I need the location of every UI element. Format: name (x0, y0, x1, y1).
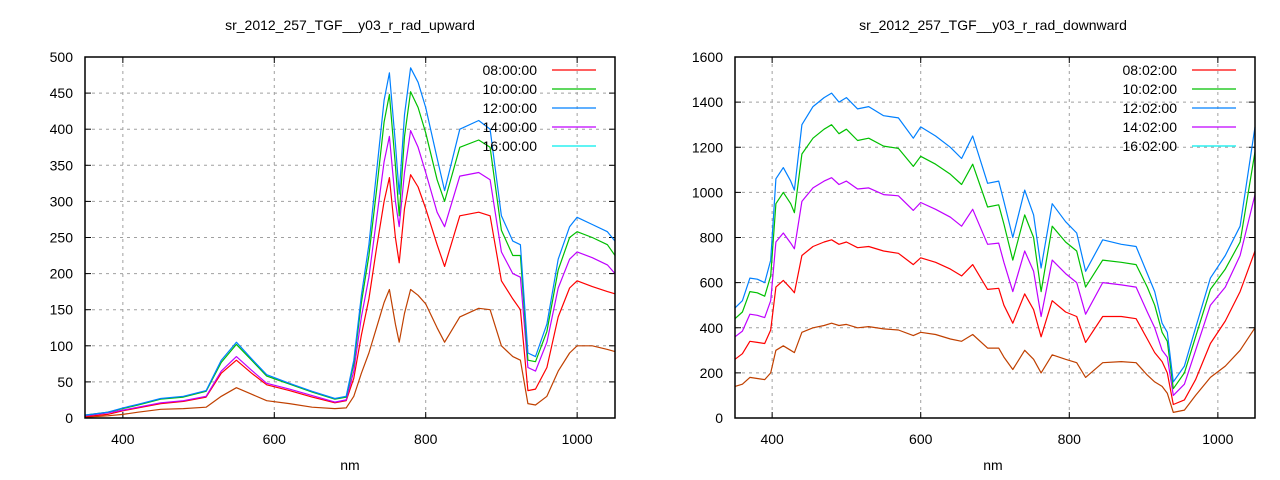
x-axis-label: nm (983, 457, 1002, 473)
y-tick-label: 50 (57, 374, 73, 390)
series-line-14:02:00 (734, 177, 1256, 396)
x-tick-label: 400 (111, 431, 135, 447)
series-line-10:00:00 (84, 91, 616, 416)
legend-label: 12:02:00 (1123, 100, 1178, 116)
y-tick-label: 250 (50, 230, 74, 246)
legend-label: 14:02:00 (1123, 119, 1178, 135)
x-tick-label: 1000 (562, 431, 593, 447)
legend-label: 08:02:00 (1123, 62, 1178, 78)
y-tick-label: 200 (700, 365, 724, 381)
series-line-08:00:00 (84, 174, 616, 418)
plot-frame (734, 56, 1256, 419)
y-tick-label: 350 (50, 157, 74, 173)
y-tick-label: 0 (65, 410, 73, 426)
x-tick-label: 800 (1058, 431, 1082, 447)
legend-label: 16:02:00 (1123, 138, 1178, 154)
y-tick-label: 1000 (692, 184, 723, 200)
legend-label: 10:00:00 (483, 81, 538, 97)
series-line-12:02:00 (734, 92, 1256, 383)
y-tick-label: 1200 (692, 139, 723, 155)
legend-label: 10:02:00 (1123, 81, 1178, 97)
legend-label: 14:00:00 (483, 119, 538, 135)
upward-radiance-chart: sr_2012_257_TGF__y03_r_rad_upward nm 0 50… (50, 17, 616, 473)
y-tick-label: 0 (715, 410, 723, 426)
legend-label: 08:00:00 (483, 62, 538, 78)
series-line-10:02:00 (734, 124, 1256, 390)
series-line-08:02:00 (734, 239, 1256, 406)
y-tick-label: 200 (50, 266, 74, 282)
y-tick-label: 300 (50, 193, 74, 209)
x-tick-label: 600 (263, 431, 287, 447)
x-tick-label: 800 (414, 431, 438, 447)
y-tick-label: 600 (700, 275, 724, 291)
x-tick-label: 400 (760, 431, 784, 447)
legend-label: 12:00:00 (483, 100, 538, 116)
y-tick-label: 1400 (692, 94, 723, 110)
y-tick-label: 400 (50, 121, 74, 137)
y-tick-label: 400 (700, 320, 724, 336)
y-tick-label: 100 (50, 338, 74, 354)
series-line-unlabeled (84, 288, 616, 418)
x-axis-label: nm (340, 457, 359, 473)
chart-title: sr_2012_257_TGF__y03_r_rad_upward (225, 17, 475, 33)
y-tick-label: 500 (50, 49, 74, 65)
legend-label: 16:00:00 (483, 138, 538, 154)
y-tick-label: 800 (700, 230, 724, 246)
x-tick-label: 600 (909, 431, 933, 447)
series-line-14:00:00 (84, 130, 616, 417)
downward-radiance-chart: sr_2012_257_TGF__y03_r_rad_downward nm 0… (692, 17, 1256, 473)
x-tick-label: 1000 (1202, 431, 1233, 447)
plot-frame (84, 56, 616, 419)
series-line-unlabeled (734, 322, 1256, 413)
y-tick-label: 150 (50, 302, 74, 318)
y-tick-label: 1600 (692, 49, 723, 65)
chart-title: sr_2012_257_TGF__y03_r_rad_downward (859, 17, 1127, 33)
y-tick-label: 450 (50, 85, 74, 101)
series-line-12:00:00 (84, 67, 616, 416)
